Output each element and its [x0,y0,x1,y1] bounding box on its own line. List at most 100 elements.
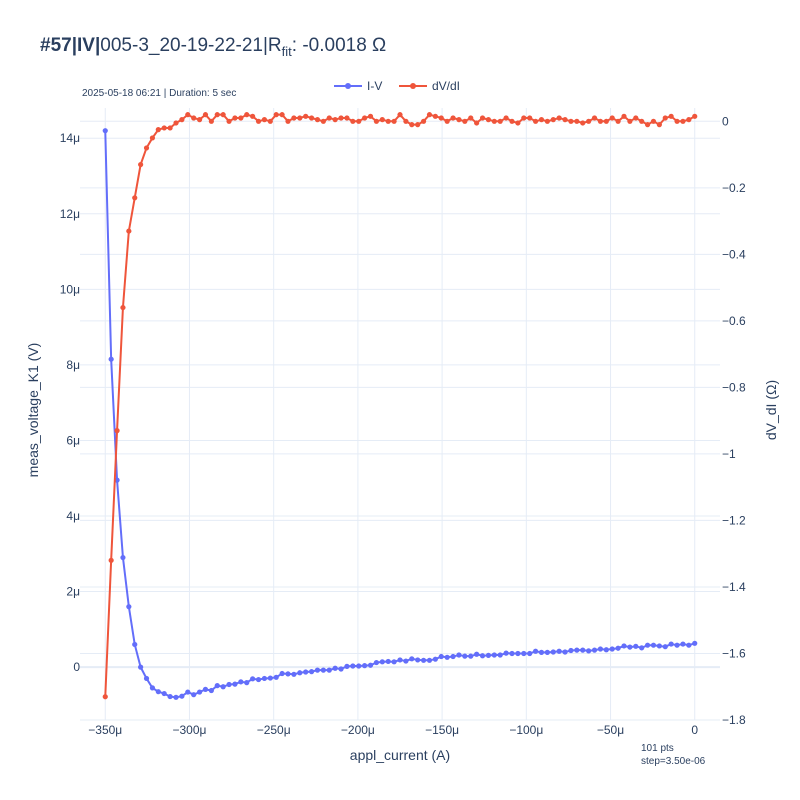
data-point [344,115,350,121]
data-point [179,693,185,699]
series-line [104,130,696,699]
data-point [444,118,450,124]
data-point [432,113,438,119]
data-point [509,118,515,124]
data-point [350,663,356,669]
data-point [338,666,344,672]
data-point [326,115,332,121]
y2-tick-label: 0 [722,114,729,128]
data-point [196,689,203,695]
data-point [226,118,232,124]
data-point [114,428,120,434]
data-point [379,117,385,123]
data-point [450,115,456,121]
data-point [656,122,662,128]
y-axis-ticks: 0 2μ 4μ 6μ 8μ 10μ 12μ 14μ [60,131,81,674]
data-point [250,113,256,119]
legend-item-iv[interactable]: I-V [334,79,382,93]
data-point [603,647,609,653]
data-point [356,118,362,124]
data-point [532,648,539,654]
data-point [208,687,214,694]
data-point [138,161,144,168]
data-point [255,118,262,124]
data-point [580,647,586,653]
data-point [132,641,138,648]
data-point [303,669,309,675]
chart-legend[interactable]: I-V dV/dI [334,79,460,93]
data-point [161,125,167,131]
data-point [373,659,380,666]
data-point [356,663,362,669]
data-point [468,653,474,659]
y2-tick-label: −1.8 [722,713,746,727]
data-point [580,120,586,126]
data-point [544,118,550,124]
data-point [202,686,209,693]
y2-tick-label: −0.6 [722,314,746,328]
data-point [332,665,338,671]
data-point [627,118,633,124]
step-size: step=3.50e-06 [641,756,706,767]
y-tick-label: 8μ [66,358,80,372]
data-point [609,646,615,652]
data-point [591,115,598,121]
data-point [273,674,279,680]
x-axis-ticks: −350μ −300μ −250μ −200μ −150μ −100μ −50μ 0 [88,723,698,737]
data-point [120,304,126,311]
x-tick-label: −100μ [509,723,543,737]
data-point [102,694,108,700]
data-point [303,113,309,119]
data-point [544,649,550,655]
data-point [255,676,262,683]
data-point [126,604,132,610]
data-point [538,649,545,655]
legend-item-dvdi[interactable]: dV/dI [399,79,460,93]
data-point [415,122,421,128]
data-point [597,646,604,652]
x-tick-label: 0 [691,723,698,737]
data-point [674,642,680,648]
data-point [297,670,303,676]
data-point [179,117,185,123]
data-point [397,112,403,118]
data-point [273,112,279,118]
data-point [609,115,615,121]
data-point [415,657,421,663]
data-point [627,644,633,650]
data-point [102,128,108,134]
data-point [680,118,686,124]
data-point [574,118,580,124]
data-point [285,118,291,124]
y2-tick-label: −0.8 [722,380,746,394]
y2-tick-label: −1.4 [722,580,746,594]
data-point [385,118,391,124]
data-point [367,662,374,668]
y2-tick-label: −1.2 [722,513,746,527]
chart-title: #57|IV|005-3_20-19-22-21|Rfit: -0.0018 Ω [40,35,386,59]
data-point [615,118,621,124]
data-point [126,228,132,234]
data-point [562,649,568,655]
data-point [108,557,114,563]
data-point [391,659,397,665]
data-point [367,113,374,119]
data-point [568,118,574,124]
data-point [462,653,468,659]
data-point [686,642,692,648]
data-point [149,135,156,141]
data-point [491,652,497,658]
series-dvdi [102,112,698,700]
data-point [485,652,492,659]
series-iv [102,128,698,700]
data-point [285,671,291,677]
y2-axis-label: dV_dI (Ω) [763,380,779,440]
data-point [474,120,480,126]
data-point [297,115,303,121]
data-point [438,653,444,660]
data-point [491,118,497,124]
data-point [650,118,657,124]
data-point [538,117,545,123]
x-tick-label: −300μ [172,723,206,737]
data-point [650,642,657,648]
